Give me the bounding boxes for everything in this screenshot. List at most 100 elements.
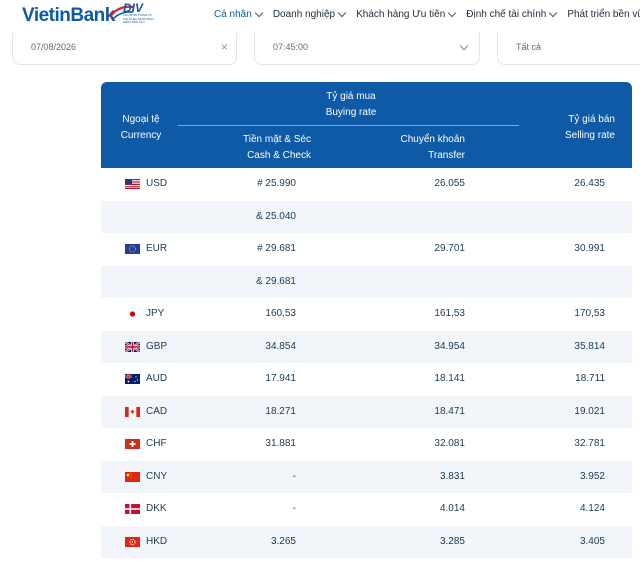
- ch-flag-icon: [125, 439, 140, 449]
- cash-rate: 18.271: [265, 405, 296, 417]
- dk-flag-icon: [125, 504, 140, 514]
- nav-item-phat-trien-ben-vung[interactable]: Phát triển bền vững: [567, 9, 640, 20]
- header-cash-vi: Tiền mặt & Séc: [243, 134, 311, 145]
- cash-rate: # 29.681: [257, 243, 296, 254]
- main-nav: Cá nhân Doanh nghiệp Khách hàng Ưu tiên …: [214, 8, 640, 20]
- nav-label: Phát triển bền vững: [567, 9, 640, 20]
- date-field[interactable]: 07/08/2026 ×: [12, 33, 237, 65]
- currency-code: USD: [146, 178, 168, 189]
- sell-rate: 3.952: [579, 470, 605, 482]
- sell-rate: 19.021: [574, 405, 605, 417]
- transfer-rate: 34.954: [434, 340, 465, 352]
- gb-flag-icon: [125, 341, 140, 352]
- cash-rate: 31.881: [265, 438, 296, 449]
- sell-rate: 170,53: [574, 308, 605, 319]
- jp-flag-icon: [125, 309, 140, 319]
- header-cash: Tiền mặt & Séc Cash & Check: [211, 132, 311, 164]
- transfer-rate: 3.285: [439, 535, 465, 547]
- currency-type-select[interactable]: Tất cả: [497, 33, 640, 65]
- cash-rate: # 25.990: [257, 178, 296, 189]
- nav-item-doanh-nghiep[interactable]: Doanh nghiệp: [272, 8, 347, 20]
- au-flag-icon: [125, 374, 140, 384]
- cash-rate: & 25.040: [255, 210, 296, 222]
- currency-code: AUD: [146, 373, 168, 384]
- sell-rate: 30.991: [574, 243, 605, 254]
- currency-code: CNY: [146, 470, 168, 482]
- sell-rate: 26.435: [574, 178, 605, 189]
- chevron-down-icon: [448, 8, 457, 18]
- clear-icon[interactable]: ×: [220, 40, 228, 54]
- table-row: GBP 34.854 34.954 35.814: [101, 330, 632, 363]
- currency-code: GBP: [146, 340, 168, 352]
- header-transfer-en: Transfer: [428, 150, 465, 161]
- cn-flag-icon: [125, 471, 140, 482]
- header-transfer-vi: Chuyển khoản: [400, 134, 466, 145]
- us-flag-icon: [125, 179, 140, 189]
- table-row: CAD 18.271 18.471 19.021: [101, 395, 632, 428]
- header-currency: Ngoại tệ Currency: [111, 112, 171, 144]
- chevron-down-icon: [337, 8, 347, 18]
- header-currency-en: Currency: [120, 130, 162, 141]
- vietinbank-logo[interactable]: VietinBank: [22, 5, 135, 27]
- sell-rate: 4.124: [579, 503, 605, 514]
- transfer-rate: 4.014: [439, 503, 465, 514]
- nav-label: Khách hàng Ưu tiên: [356, 9, 446, 20]
- currency-code: HKD: [146, 535, 168, 547]
- nav-item-dinh-che-tai-chinh[interactable]: Định chế tài chính: [466, 8, 558, 20]
- time-select[interactable]: 07:45:00: [254, 33, 480, 65]
- cash-rate: -: [292, 470, 296, 482]
- div-badge-subtitle: CHƯƠNG TRÌNH TỔ CHỨC ĐA DẠNG BẢO HIỂM TI…: [123, 13, 154, 24]
- currency-code: DKK: [146, 503, 167, 514]
- date-value: 07/08/2026: [31, 42, 77, 52]
- chevron-down-icon: [459, 41, 469, 51]
- table-row: AUD 17.941 18.141 18.711: [101, 363, 632, 396]
- header-buy-en: Buying rate: [325, 107, 377, 118]
- cash-rate: 34.854: [265, 340, 296, 352]
- header-sell-vi: Tỷ giá bán: [568, 114, 615, 125]
- header-buy-vi: Tỷ giá mua: [326, 91, 376, 102]
- top-navigation-bar: VietinBank DIV CHƯƠNG TRÌNH TỔ CHỨC ĐA D…: [0, 0, 640, 33]
- table-row: CHF 31.881 32.081 32.781: [101, 428, 632, 461]
- transfer-rate: 3.831: [439, 470, 465, 482]
- div-badge-logo: DIV CHƯƠNG TRÌNH TỔ CHỨC ĐA DẠNG BẢO HIỂ…: [123, 2, 155, 30]
- header-selling-rate: Tỷ giá bán Selling rate: [545, 112, 615, 144]
- currency-code: JPY: [146, 308, 165, 319]
- transfer-rate: 18.471: [434, 405, 465, 417]
- brand-name: VietinBank: [22, 5, 115, 26]
- sell-rate: 3.405: [579, 535, 605, 547]
- cash-rate: 3.265: [270, 535, 296, 547]
- sell-rate: 18.711: [575, 373, 605, 384]
- table-row: HKD 3.265 3.285 3.405: [101, 525, 632, 558]
- table-row: EUR # 29.681 29.701 30.991: [101, 233, 632, 266]
- exchange-rate-table: Ngoại tệ Currency Tỷ giá mua Buying rate…: [101, 82, 632, 558]
- header-divider: [178, 125, 519, 126]
- table-row: & 29.681: [101, 265, 632, 298]
- chevron-down-icon: [549, 8, 558, 18]
- header-currency-vi: Ngoại tệ: [122, 114, 160, 125]
- table-row: DKK - 4.014 4.124: [101, 493, 632, 526]
- transfer-rate: 32.081: [434, 438, 465, 449]
- currency-code: CHF: [146, 438, 167, 449]
- nav-label: Định chế tài chính: [466, 9, 547, 20]
- header-buying-rate: Tỷ giá mua Buying rate: [281, 89, 421, 121]
- transfer-rate: 18.141: [434, 373, 465, 384]
- currency-code: CAD: [146, 405, 168, 417]
- table-row: USD # 25.990 26.055 26.435: [101, 168, 632, 201]
- transfer-rate: 161,53: [434, 308, 465, 319]
- table-row: JPY 160,53 161,53 170,53: [101, 298, 632, 331]
- cash-rate: 17.941: [265, 373, 296, 384]
- cash-rate: & 29.681: [255, 275, 296, 287]
- transfer-rate: 29.701: [434, 243, 465, 254]
- div-badge-title: DIV: [123, 1, 144, 15]
- table-header: Ngoại tệ Currency Tỷ giá mua Buying rate…: [101, 82, 632, 168]
- time-value: 07:45:00: [273, 42, 309, 52]
- cash-rate: -: [292, 503, 296, 514]
- header-cash-en: Cash & Check: [247, 150, 311, 161]
- cash-rate: 160,53: [265, 308, 296, 319]
- nav-label: Doanh nghiệp: [272, 9, 336, 20]
- nav-item-khach-hang-uu-tien[interactable]: Khách hàng Ưu tiên: [356, 8, 457, 20]
- nav-item-ca-nhan[interactable]: Cá nhân: [214, 8, 264, 20]
- nav-label: Cá nhân: [214, 9, 252, 20]
- header-transfer: Chuyển khoản Transfer: [377, 132, 466, 164]
- hk-flag-icon: [125, 536, 140, 547]
